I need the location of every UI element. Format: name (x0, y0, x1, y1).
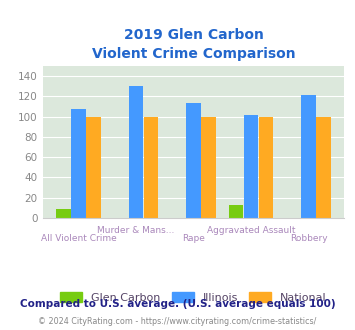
Bar (229, 205, 243, 218)
Text: Rape: Rape (182, 234, 205, 243)
Bar (71, 109, 86, 218)
Bar (301, 95, 316, 218)
Text: All Violent Crime: All Violent Crime (40, 234, 116, 243)
Bar (244, 115, 258, 218)
Title: 2019 Glen Carbon
Violent Crime Comparison: 2019 Glen Carbon Violent Crime Compariso… (92, 28, 295, 61)
Text: Compared to U.S. average. (U.S. average equals 100): Compared to U.S. average. (U.S. average … (20, 299, 335, 309)
Text: Aggravated Assault: Aggravated Assault (207, 226, 295, 235)
Legend: Glen Carbon, Illinois, National: Glen Carbon, Illinois, National (56, 287, 331, 307)
Bar (201, 116, 215, 218)
Bar (129, 86, 143, 218)
Bar (144, 116, 158, 218)
Bar (86, 116, 100, 218)
Bar (316, 116, 331, 218)
Bar (259, 116, 273, 218)
Bar (56, 209, 71, 218)
Text: © 2024 CityRating.com - https://www.cityrating.com/crime-statistics/: © 2024 CityRating.com - https://www.city… (38, 317, 317, 326)
Text: Robbery: Robbery (290, 234, 327, 243)
Text: Murder & Mans...: Murder & Mans... (97, 226, 175, 235)
Bar (186, 103, 201, 218)
